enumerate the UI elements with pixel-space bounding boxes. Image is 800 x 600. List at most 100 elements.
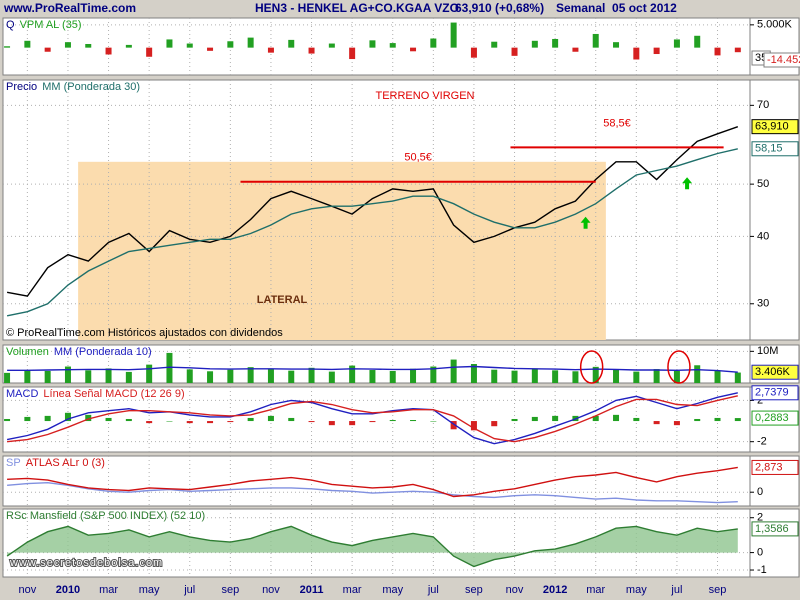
value-label: 63,910 — [755, 121, 789, 133]
legend-entry: VPM AL (35) — [20, 19, 82, 31]
bar — [673, 370, 680, 383]
axis-panel — [749, 508, 800, 578]
bar — [64, 42, 71, 48]
bar — [267, 415, 274, 422]
bar — [227, 421, 234, 423]
bar — [308, 367, 315, 383]
value-label: 2,873 — [755, 461, 783, 473]
bar — [105, 47, 112, 55]
note: © ProRealTime.com Históricos ajustados c… — [6, 327, 283, 339]
bar — [491, 369, 498, 383]
bar — [653, 369, 660, 383]
bar — [146, 364, 153, 383]
chart-title: HEN3 - HENKEL AG+CO.KGAA VZO — [255, 1, 459, 15]
bar — [694, 35, 701, 48]
value-label: 3.406K — [755, 366, 791, 378]
bar — [633, 47, 640, 60]
x-tick-label: 2011 — [300, 584, 324, 596]
legend-entry: SP — [6, 457, 21, 469]
bar — [430, 366, 437, 383]
legend-entry: ATLAS ALr 0 (3) — [26, 457, 105, 469]
level-label: 58,5€ — [603, 117, 631, 129]
y-tick-label: 30 — [757, 298, 769, 310]
period: Semanal 05 oct 2012 — [556, 1, 677, 15]
bar — [186, 43, 193, 48]
bar — [166, 352, 173, 383]
bar — [227, 369, 234, 383]
bar — [247, 417, 254, 422]
quote: 63,910 (+0,68%) — [455, 1, 544, 15]
bar — [572, 47, 579, 52]
value-label: 58,15 — [755, 143, 783, 155]
x-tick-label: mar — [99, 584, 118, 596]
y-tick-label: -1 — [757, 564, 767, 576]
bar — [410, 47, 417, 52]
x-tick-label: 2010 — [56, 584, 80, 596]
x-tick-label: sep — [709, 584, 727, 596]
bar — [734, 372, 741, 383]
bar — [369, 370, 376, 383]
bar — [613, 414, 620, 422]
y-tick-label: 50 — [757, 178, 769, 190]
bar — [511, 418, 518, 422]
x-tick-label: 2012 — [543, 584, 567, 596]
bar — [714, 47, 721, 56]
bar — [592, 33, 599, 48]
bar — [633, 417, 640, 422]
bar — [308, 47, 315, 54]
bar — [349, 421, 356, 426]
region-label: LATERAL — [257, 294, 308, 306]
bar — [491, 421, 498, 427]
bar — [592, 415, 599, 422]
bar — [349, 365, 356, 383]
bar — [64, 366, 71, 383]
bar — [288, 370, 295, 383]
x-tick-label: sep — [465, 584, 483, 596]
x-tick-label: nov — [506, 584, 524, 596]
bar — [470, 364, 477, 383]
bar — [267, 369, 274, 383]
bar — [450, 421, 457, 430]
bar — [85, 414, 92, 422]
value-box — [751, 119, 799, 135]
arrow — [580, 216, 591, 229]
bar — [247, 367, 254, 383]
bar — [146, 421, 153, 424]
bar — [207, 371, 214, 383]
bar — [328, 43, 335, 48]
bar — [552, 38, 559, 48]
bar — [470, 47, 477, 58]
bar — [44, 415, 51, 422]
highlight-circle — [579, 350, 604, 384]
value-label: 2,7379 — [755, 387, 789, 399]
value-box — [751, 385, 799, 401]
line — [6, 148, 738, 317]
line — [6, 525, 738, 568]
bar — [613, 42, 620, 48]
bar — [4, 372, 11, 383]
legend-entry: MM (Ponderada 10) — [54, 346, 152, 358]
bar — [288, 39, 295, 48]
y-tick-label: 10M — [757, 345, 778, 357]
bar — [430, 421, 437, 422]
x-tick-label: may — [626, 584, 647, 596]
legend-entry: MM (Ponderada 30) — [42, 81, 140, 93]
bar — [734, 47, 741, 53]
legend-entry: MACD — [6, 388, 38, 400]
bar — [166, 421, 173, 422]
x-tick-label: nov — [18, 584, 36, 596]
x-tick-label: mar — [343, 584, 362, 596]
x-tick-label: may — [382, 584, 403, 596]
y-tick-label: 0 — [757, 486, 763, 498]
level-label: 50,5€ — [404, 152, 432, 164]
bar — [64, 412, 71, 422]
bar — [24, 416, 31, 422]
value-box — [751, 410, 799, 426]
bar — [592, 366, 599, 383]
bar — [389, 370, 396, 383]
x-tick-label: nov — [262, 584, 280, 596]
bar — [572, 371, 579, 383]
bar — [673, 421, 680, 426]
bar — [389, 43, 396, 48]
